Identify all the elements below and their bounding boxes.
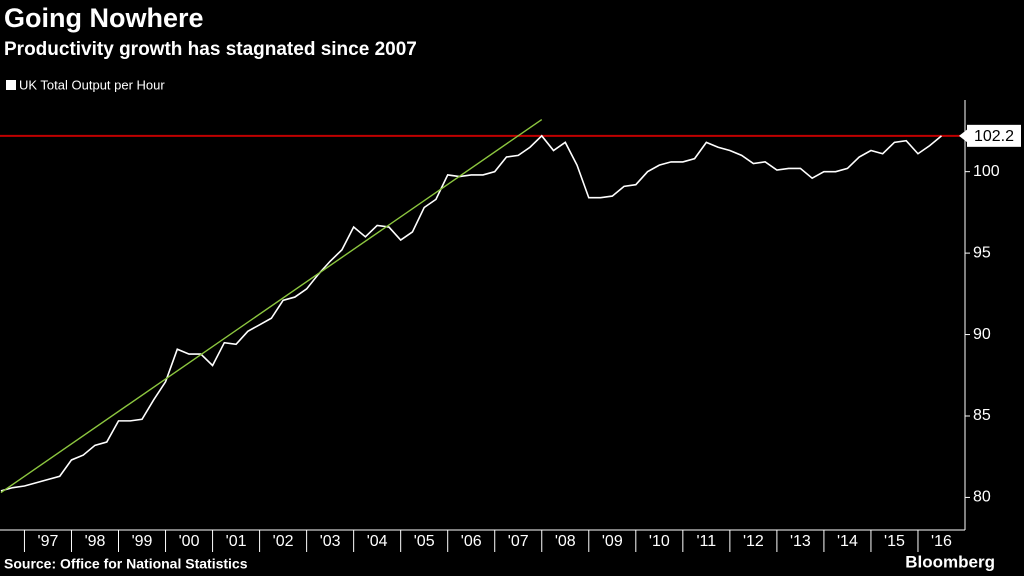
x-tick-label: '04 [367, 533, 388, 550]
last-value-box [967, 124, 1021, 147]
y-tick-label: 80 [973, 489, 991, 506]
x-tick-label: '14 [837, 533, 858, 550]
x-tick-label: '05 [414, 533, 435, 550]
series-line [0, 118, 543, 494]
x-tick-label: '02 [273, 533, 294, 550]
y-tick-label: 100 [973, 163, 1000, 180]
x-tick-label: '11 [697, 533, 717, 550]
last-value-pointer [959, 128, 968, 143]
source: Source: Office for National Statistics [4, 556, 248, 572]
series-line [0, 134, 942, 492]
x-tick-label: '03 [320, 533, 341, 550]
y-tick-label: 85 [973, 407, 991, 424]
x-tick-label: '06 [461, 533, 482, 550]
brand: Bloomberg [905, 552, 995, 571]
x-tick-label: '08 [555, 533, 576, 550]
legend-swatch [6, 80, 16, 90]
x-tick-label: '09 [602, 533, 623, 550]
x-tick-label: '97 [38, 533, 59, 550]
x-tick-label: '13 [790, 533, 811, 550]
x-tick-label: '10 [649, 533, 670, 550]
x-tick-label: '07 [508, 533, 529, 550]
last-value-label: 102.2 [974, 128, 1014, 145]
y-tick-label: 90 [973, 326, 991, 343]
x-tick-label: '12 [743, 533, 764, 550]
chart-subtitle: Productivity growth has stagnated since … [4, 39, 417, 60]
x-tick-label: '99 [132, 533, 153, 550]
x-tick-label: '16 [931, 533, 952, 550]
x-tick-label: '98 [85, 533, 106, 550]
legend-label: UK Total Output per Hour [19, 77, 165, 92]
x-tick-label: '15 [884, 533, 905, 550]
y-tick-label: 95 [973, 244, 991, 261]
x-tick-label: '00 [179, 533, 200, 550]
chart-title: Going Nowhere [4, 3, 204, 33]
x-tick-label: '01 [226, 533, 247, 550]
